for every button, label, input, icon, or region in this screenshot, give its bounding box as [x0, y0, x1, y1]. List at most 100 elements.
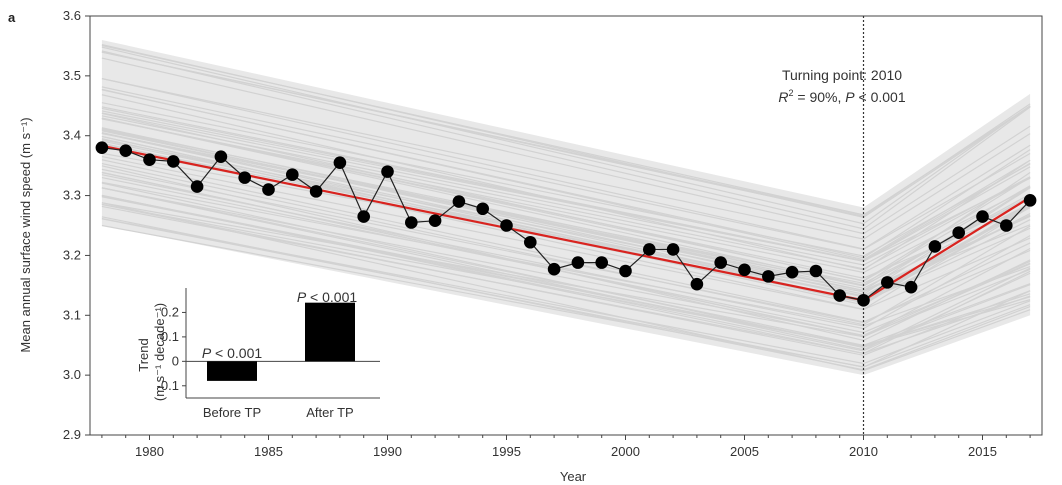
plot-frame [89, 15, 1043, 436]
ensemble-line [101, 51, 1031, 216]
inset-y-tick-label: -0.1 [157, 378, 179, 393]
inset-y-label-main: Trend [136, 338, 151, 371]
ensemble-line [101, 182, 1031, 349]
data-point [857, 294, 870, 307]
p-value: < 0.001 [855, 89, 906, 105]
ensemble-line [101, 218, 1031, 368]
data-point [428, 214, 442, 228]
ensemble-line [101, 196, 1031, 348]
ensemble-band [101, 39, 1031, 376]
y-tick-label: 3.5 [63, 68, 81, 83]
y-tick-label: 3.6 [63, 8, 81, 23]
ensemble-line [101, 202, 1031, 372]
data-point [286, 168, 299, 181]
data-point [595, 256, 608, 269]
data-point [785, 265, 799, 279]
inset-y-label-unit: (m s⁻¹ decade⁻¹) [152, 303, 167, 401]
x-tick-label: 2015 [968, 444, 997, 459]
inset-y-tick-label: 0.2 [161, 304, 179, 319]
x-tick-label: 2010 [849, 444, 878, 459]
data-point [928, 240, 942, 253]
ensemble-lines [101, 39, 1031, 376]
data-point [405, 216, 418, 229]
inset-after-p-symbol: P [297, 289, 307, 305]
turning-point-annotation: Turning point: 2010 [782, 67, 902, 83]
data-point [952, 226, 965, 239]
inset-after-p-annotation: P < 0.001 [297, 289, 358, 305]
data-point [214, 150, 228, 163]
y-tick-label: 3.4 [63, 128, 81, 143]
data-point [809, 264, 823, 278]
y-tick-label: 3.3 [63, 188, 81, 203]
x-tick-label: 1990 [373, 444, 402, 459]
y-tick-label: 2.9 [63, 427, 81, 442]
inset-before-p-annotation: P < 0.001 [202, 345, 263, 361]
data-point [381, 165, 394, 178]
x-tick-label: 1980 [135, 444, 164, 459]
fit-stats-annotation: R2 = 90%, P < 0.001 [778, 88, 905, 105]
data-point [167, 155, 180, 168]
data-point [571, 256, 585, 269]
data-point [1023, 194, 1037, 207]
r-superscript: 2 [789, 88, 794, 98]
data-point [190, 180, 204, 193]
data-point [833, 289, 846, 302]
inset-before-p-symbol: P [202, 345, 212, 361]
data-point [904, 280, 918, 294]
ensemble-line [101, 203, 1031, 356]
y-axis-label: Mean annual surface wind speed (m s⁻¹) [18, 117, 33, 352]
data-point [666, 243, 680, 256]
r-value: = 90%, [794, 89, 846, 105]
panel-label: a [8, 10, 16, 25]
ensemble-line [101, 139, 1031, 292]
data-point [524, 235, 537, 249]
data-point [143, 153, 156, 166]
x-tick-label: 1985 [254, 444, 283, 459]
y-tick-label: 3.0 [63, 367, 81, 382]
data-point [738, 263, 751, 277]
x-axis-label: Year [560, 469, 587, 484]
data-point [690, 277, 704, 291]
observed-line [101, 147, 1031, 301]
data-point [262, 183, 275, 196]
data-point [95, 141, 109, 154]
inset-after-p-value: < 0.001 [306, 289, 357, 305]
r-symbol: R [778, 89, 788, 105]
data-point [881, 276, 894, 289]
inset-y-tick-label: 0.1 [161, 329, 179, 344]
data-point [714, 256, 727, 269]
trend-inset: -0.1 0 0.1 0.2 Before TP After TP [157, 288, 380, 420]
ensemble-line [101, 195, 1031, 352]
data-point [976, 210, 989, 223]
y-tick-label: 3.2 [63, 247, 81, 262]
x-tick-label: 1995 [492, 444, 521, 459]
data-point [357, 210, 371, 223]
data-point [452, 195, 466, 208]
data-point [643, 243, 656, 256]
ensemble-line [101, 168, 1031, 324]
p-symbol: P [845, 89, 855, 105]
data-point [119, 144, 132, 157]
data-point [500, 219, 513, 232]
ensemble-line [101, 78, 1031, 240]
main-axes: 1980 1985 1990 1995 2000 2005 2010 2015 2.9 3.0 3.… [63, 8, 1043, 459]
observed-series [95, 141, 1037, 307]
y-tick-label: 3.1 [63, 307, 81, 322]
data-point [547, 262, 561, 276]
data-point [476, 202, 490, 216]
inset-category-label: Before TP [203, 405, 261, 420]
data-point [619, 264, 632, 278]
ensemble-line [101, 218, 1031, 365]
data-point [762, 270, 775, 283]
inset-y-tick-label: 0 [172, 353, 179, 368]
data-point [309, 185, 323, 198]
inset-category-label: After TP [306, 405, 353, 420]
inset-bar [305, 302, 355, 362]
x-tick-label: 2000 [611, 444, 640, 459]
data-point [1000, 219, 1013, 232]
data-point [238, 171, 251, 184]
x-tick-label: 2005 [730, 444, 759, 459]
data-point [333, 156, 347, 169]
inset-bar [207, 361, 257, 381]
